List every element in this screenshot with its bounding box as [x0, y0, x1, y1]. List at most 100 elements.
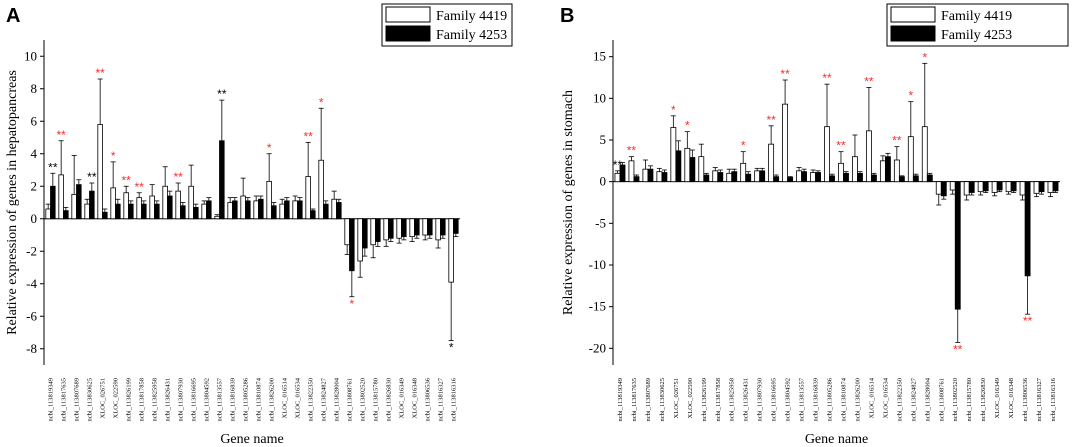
- bar-family-4419: [824, 126, 830, 183]
- bar-family-4419: [1019, 181, 1026, 196]
- y-axis-title: Relative expression of genes in hepatopa…: [5, 70, 20, 335]
- significance-marker: **: [217, 87, 227, 101]
- bar-family-4419: [628, 160, 635, 183]
- x-tick-label: XLOC_016514: [282, 377, 289, 418]
- bar-family-4419: [991, 181, 998, 193]
- bar-family-4253: [219, 140, 225, 220]
- bar-family-4253: [731, 171, 738, 183]
- legend-swatch-4419: [385, 6, 431, 23]
- x-tick-label: ncbi_113802520: [360, 378, 367, 421]
- bar-family-4253: [829, 175, 835, 183]
- bar-family-4419: [712, 170, 719, 183]
- x-tick-label: ncbi_113828004: [924, 377, 931, 421]
- significance-marker: *: [111, 149, 116, 163]
- significance-marker: *: [908, 89, 913, 103]
- bar-family-4419: [893, 159, 900, 183]
- x-tick-label: ncbi_113806536: [1022, 377, 1029, 421]
- bar-family-4419: [949, 181, 956, 191]
- bar-family-4253: [745, 173, 752, 183]
- significance-marker: **: [836, 139, 846, 153]
- bar-family-4419: [768, 143, 775, 183]
- bar-family-4253: [633, 176, 640, 183]
- bar-family-4253: [857, 172, 863, 183]
- bar-family-4419: [175, 190, 181, 220]
- bar-family-4419: [318, 159, 324, 220]
- x-tick-label: ncbi_113816695: [191, 378, 198, 421]
- significance-marker: **: [87, 170, 97, 184]
- significance-marker: *: [922, 50, 927, 64]
- x-tick-label: XLOC_016534: [882, 377, 889, 418]
- bar-family-4253: [675, 150, 682, 183]
- x-tick-label: ncbi_113807930: [178, 378, 185, 421]
- x-tick-label: ncbi_113825958: [729, 378, 736, 421]
- bar-family-4419: [921, 126, 928, 183]
- bar-family-4419: [331, 198, 337, 220]
- bar-family-4419: [136, 197, 142, 220]
- x-tick-label: ncbi_113822350: [896, 378, 903, 421]
- bar-family-4253: [1024, 181, 1031, 277]
- bar-family-4253: [787, 177, 794, 183]
- bar-family-4419: [1047, 181, 1054, 193]
- x-axis-title: Gene name: [220, 432, 283, 447]
- bar-family-4419: [305, 176, 311, 220]
- bar-family-4419: [852, 156, 858, 183]
- x-tick-label: ncbi_113810874: [256, 377, 263, 421]
- bar-family-4253: [414, 218, 420, 236]
- bar-family-4419: [782, 103, 789, 183]
- bar-family-4419: [879, 160, 886, 183]
- bar-family-4419: [684, 147, 691, 183]
- panel-a-letter: A: [6, 5, 20, 27]
- significance-marker: *: [449, 341, 454, 355]
- x-tick-label: ncbi_113826199: [701, 378, 708, 421]
- bar-family-4419: [409, 218, 415, 238]
- significance-marker: **: [766, 113, 776, 127]
- bar-family-4419: [188, 185, 194, 220]
- bar-family-4419: [396, 218, 402, 239]
- significance-marker: **: [822, 71, 832, 85]
- x-tick-label: ncbi_113817635: [61, 378, 68, 421]
- bar-family-4419: [344, 218, 350, 246]
- significance-marker: **: [613, 158, 623, 172]
- x-tick-label: ncbi_113813557: [799, 377, 806, 421]
- bar-family-4419: [214, 215, 220, 220]
- y-tick-label: -4: [26, 276, 37, 291]
- bar-family-4253: [759, 170, 766, 183]
- x-tick-label: ncbi_113826431: [165, 378, 172, 421]
- bar-family-4419: [656, 171, 663, 183]
- bar-family-4253: [89, 190, 95, 220]
- y-tick-label: 8: [31, 81, 38, 96]
- bar-family-4419: [1033, 181, 1040, 194]
- x-tick-label: ncbi_113802520: [952, 378, 959, 421]
- x-tick-label: ncbi_113826199: [126, 378, 133, 421]
- bar-family-4419: [84, 203, 90, 220]
- y-tick-label: 0: [31, 211, 38, 226]
- bar-family-4419: [97, 124, 103, 220]
- bar-family-4419: [279, 203, 285, 220]
- bar-family-4253: [362, 218, 368, 249]
- bar-family-4253: [245, 200, 251, 220]
- bar-family-4253: [871, 174, 877, 183]
- bar-family-4419: [357, 218, 363, 262]
- bar-family-4253: [801, 171, 808, 183]
- bar-family-4419: [149, 195, 155, 220]
- significance-marker: *: [350, 297, 355, 311]
- bar-family-4419: [123, 192, 129, 220]
- legend-label-4419: Family 4419: [941, 9, 1012, 24]
- bar-family-4253: [258, 198, 264, 220]
- x-tick-label: ncbi_113816316: [1050, 377, 1057, 421]
- x-axis-title: Gene name: [805, 432, 868, 447]
- y-tick-label: -5: [595, 215, 606, 230]
- bar-family-4253: [1038, 181, 1045, 193]
- x-tick-label: ncbi_113816316: [451, 377, 458, 421]
- bar-family-4253: [843, 172, 849, 183]
- legend-swatch-4253: [890, 25, 936, 42]
- bar-family-4419: [698, 156, 705, 183]
- bar-family-4419: [670, 127, 677, 183]
- bar-family-4253: [717, 172, 724, 183]
- x-tick-label: ncbi_113807689: [74, 378, 81, 421]
- bar-family-4419: [754, 170, 761, 183]
- bar-family-4419: [963, 181, 970, 196]
- bar-family-4419: [383, 218, 389, 241]
- x-tick-label: ncbi_113830625: [87, 378, 94, 421]
